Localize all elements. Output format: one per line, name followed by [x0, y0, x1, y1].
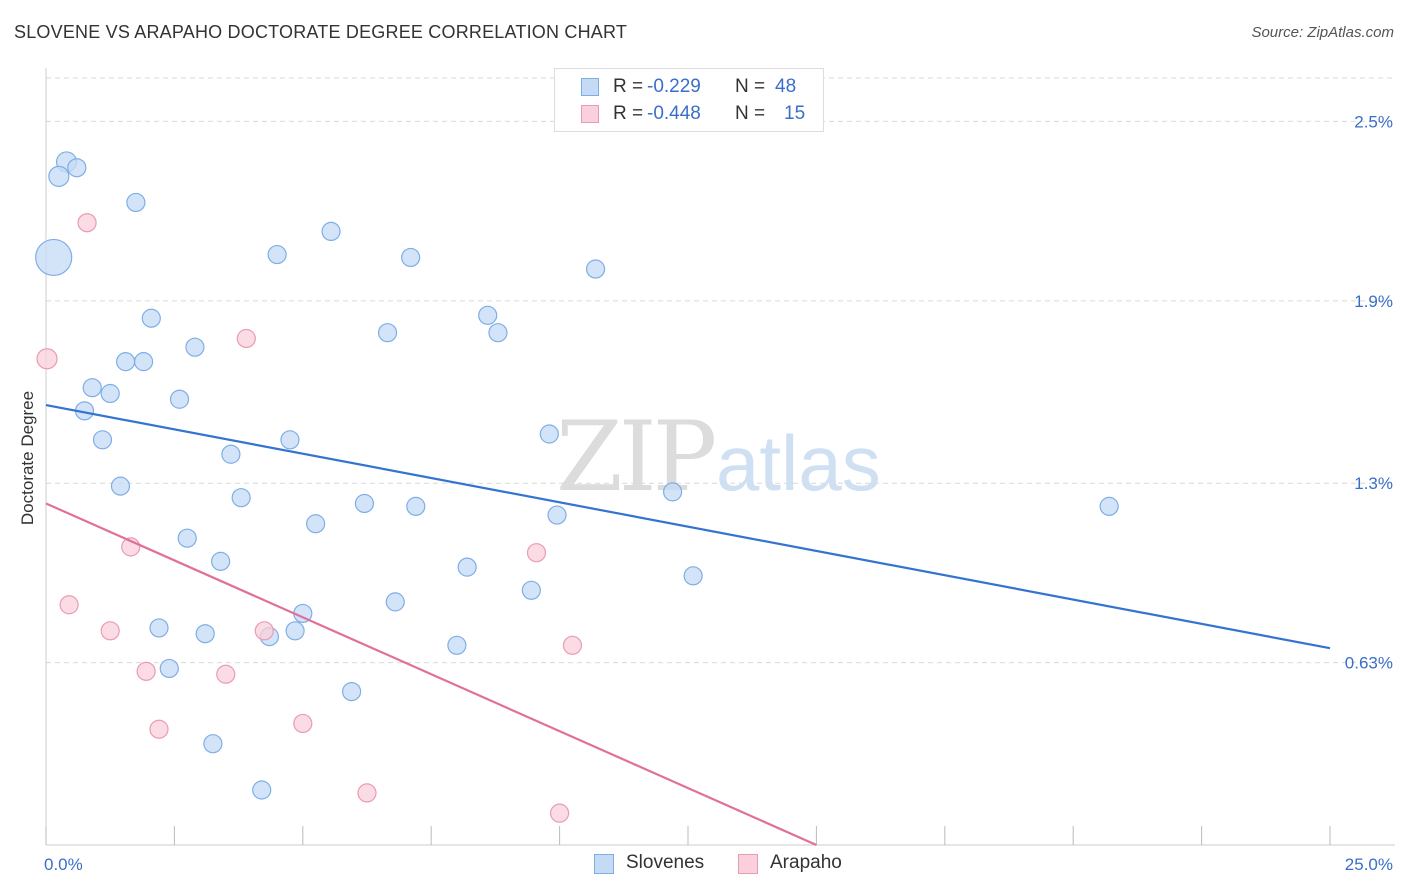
slovenes-point — [539, 424, 559, 444]
slovenes-point — [110, 476, 131, 496]
slovenes-point — [221, 444, 241, 464]
arapaho-r-value: -0.448 — [647, 103, 701, 124]
arapaho-point — [216, 664, 236, 684]
slovenes-point — [177, 528, 197, 548]
slovenes-point — [447, 635, 467, 655]
source-label: Source: ZipAtlas.com — [1251, 24, 1394, 41]
slovenes-point — [521, 580, 541, 600]
slovenes-point — [683, 566, 703, 586]
slovenes-swatch — [581, 78, 599, 96]
slovenes-point — [159, 658, 179, 679]
arapaho-point — [149, 719, 169, 739]
n-label: N = — [735, 103, 766, 124]
watermark-atlas: atlas — [716, 419, 881, 507]
slovenes-point — [35, 238, 73, 277]
y-axis-label: Doctorate Degree — [18, 391, 37, 525]
slovenes-legend-swatch — [594, 854, 614, 874]
y-tick-label: 0.63% — [1345, 654, 1393, 673]
slovenes-point — [100, 383, 120, 404]
arapaho-point — [36, 348, 58, 370]
arapaho-n-value: 15 — [784, 103, 806, 124]
slovenes-point — [195, 624, 215, 644]
stats-legend: R = -0.229 N = 48 R = -0.448 N = 15 — [554, 68, 824, 132]
slovenes-point — [185, 337, 205, 357]
slovenes-point — [169, 389, 190, 409]
y-tick-label: 2.5% — [1354, 112, 1393, 131]
arapaho-point — [59, 595, 79, 615]
slovenes-point — [280, 430, 300, 450]
slovenes-point — [401, 247, 421, 268]
slovenes-trend-line — [45, 403, 1331, 650]
arapaho-point — [526, 543, 547, 563]
slovenes-point — [662, 482, 683, 502]
arapaho-trend-line — [45, 502, 817, 847]
y-tick-label: 1.3% — [1354, 474, 1393, 493]
slovenes-point — [354, 493, 375, 514]
arapaho-point — [357, 783, 377, 803]
slovenes-point — [385, 592, 405, 612]
slovenes-point — [82, 378, 102, 398]
slovenes-point — [211, 551, 231, 571]
slovenes-point — [478, 305, 498, 325]
slovenes-point — [285, 621, 305, 641]
arapaho-point — [293, 713, 313, 734]
y-tick-label: 1.9% — [1354, 292, 1393, 311]
x-tick-label: 0.0% — [44, 855, 83, 874]
slovenes-point — [488, 323, 508, 343]
slovenes-point — [1099, 496, 1119, 516]
slovenes-point — [203, 734, 223, 754]
arapaho-point — [77, 213, 97, 233]
slovenes-legend-label: Slovenes — [626, 852, 705, 873]
slovenes-point — [126, 192, 146, 213]
slovenes-point — [585, 259, 606, 279]
slovenes-point — [92, 430, 113, 450]
arapaho-legend-swatch — [738, 854, 758, 874]
slovenes-point — [48, 165, 70, 188]
arapaho-point — [254, 621, 274, 641]
slovenes-point — [133, 352, 154, 372]
arapaho-point — [236, 328, 256, 349]
slovenes-point — [377, 323, 398, 343]
arapaho-legend-label: Arapaho — [770, 852, 842, 873]
slovenes-point — [457, 557, 477, 577]
slovenes-point — [67, 158, 87, 178]
slovenes-point — [547, 505, 567, 525]
watermark-zip: ZIP — [556, 401, 715, 513]
slovenes-r-value: -0.229 — [647, 76, 701, 97]
slovenes-point — [116, 352, 136, 372]
slovenes-n-value: 48 — [775, 76, 797, 97]
slovenes-point — [252, 780, 272, 800]
slovenes-point — [306, 514, 326, 534]
slovenes-point — [406, 496, 426, 516]
arapaho-point — [549, 803, 570, 823]
slovenes-point — [267, 244, 287, 265]
slovenes-point — [141, 308, 161, 328]
r-label: R = — [613, 103, 644, 124]
arapaho-point — [136, 661, 156, 681]
slovenes-point — [321, 221, 341, 241]
x-tick-label: 25.0% — [1345, 855, 1393, 874]
n-label: N = — [735, 76, 766, 97]
arapaho-point — [100, 621, 120, 641]
chart-title: SLOVENE VS ARAPAHO DOCTORATE DEGREE CORR… — [14, 22, 628, 42]
arapaho-point — [562, 635, 583, 655]
slovenes-point — [231, 488, 251, 508]
slovenes-point — [341, 681, 362, 702]
r-label: R = — [613, 76, 644, 97]
arapaho-swatch — [581, 105, 599, 123]
slovenes-point — [149, 618, 169, 638]
